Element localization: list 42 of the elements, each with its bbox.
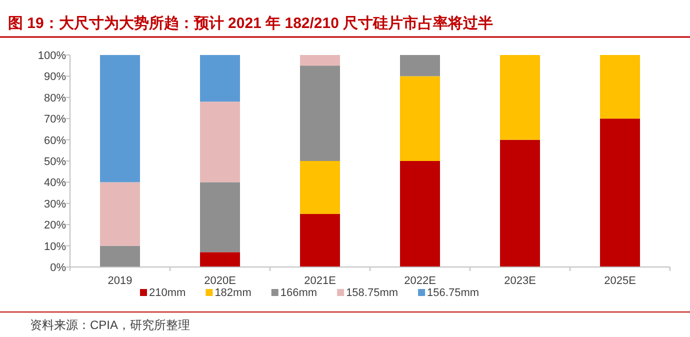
bar — [300, 161, 340, 214]
legend-label: 166mm — [280, 287, 318, 299]
text: 资料来源：CPIA，研究所整理 — [30, 318, 190, 332]
bar — [300, 66, 340, 161]
legend-label: 156.75mm — [427, 287, 480, 299]
bar — [300, 55, 340, 66]
y-tick-label: 70% — [44, 114, 66, 126]
y-tick-label: 20% — [44, 220, 66, 232]
bar — [400, 76, 440, 161]
x-tick-label: 2019 — [108, 275, 132, 287]
legend-label: 158.75mm — [346, 287, 398, 299]
bar — [200, 252, 240, 267]
y-tick-label: 40% — [44, 177, 66, 190]
bar — [400, 55, 440, 76]
bar — [400, 161, 440, 267]
bar — [100, 182, 140, 246]
legend-label: 182mm — [214, 287, 252, 299]
y-tick-label: 60% — [44, 134, 66, 147]
bar — [600, 55, 640, 119]
bar — [100, 246, 140, 267]
bar — [200, 55, 240, 102]
y-tick-label: 100% — [38, 50, 66, 62]
x-tick-label: 2025E — [604, 275, 636, 287]
chart-title: 图 19：大尺寸为大势所趋：预计 2021 年 182/210 尺寸硅片市占率将过半 — [8, 14, 494, 32]
x-tick-label: 2023E — [504, 275, 536, 287]
bar — [500, 140, 540, 267]
y-tick-label: 30% — [44, 198, 66, 210]
bar — [100, 55, 140, 182]
bar — [200, 182, 240, 252]
y-tick-label: 10% — [44, 240, 66, 253]
bar — [600, 118, 640, 267]
x-tick-label: 2021E — [304, 275, 336, 287]
y-tick-label: 0% — [50, 262, 66, 274]
bar — [500, 55, 540, 140]
y-tick-label: 80% — [44, 92, 66, 104]
legend-label: 210mm — [149, 287, 186, 299]
y-tick-label: 90% — [44, 71, 66, 84]
bar — [200, 102, 240, 182]
x-tick-label: 2022E — [404, 275, 436, 287]
bar — [300, 214, 340, 267]
x-tick-label: 2020E — [204, 275, 236, 287]
y-tick-label: 50% — [44, 156, 66, 168]
